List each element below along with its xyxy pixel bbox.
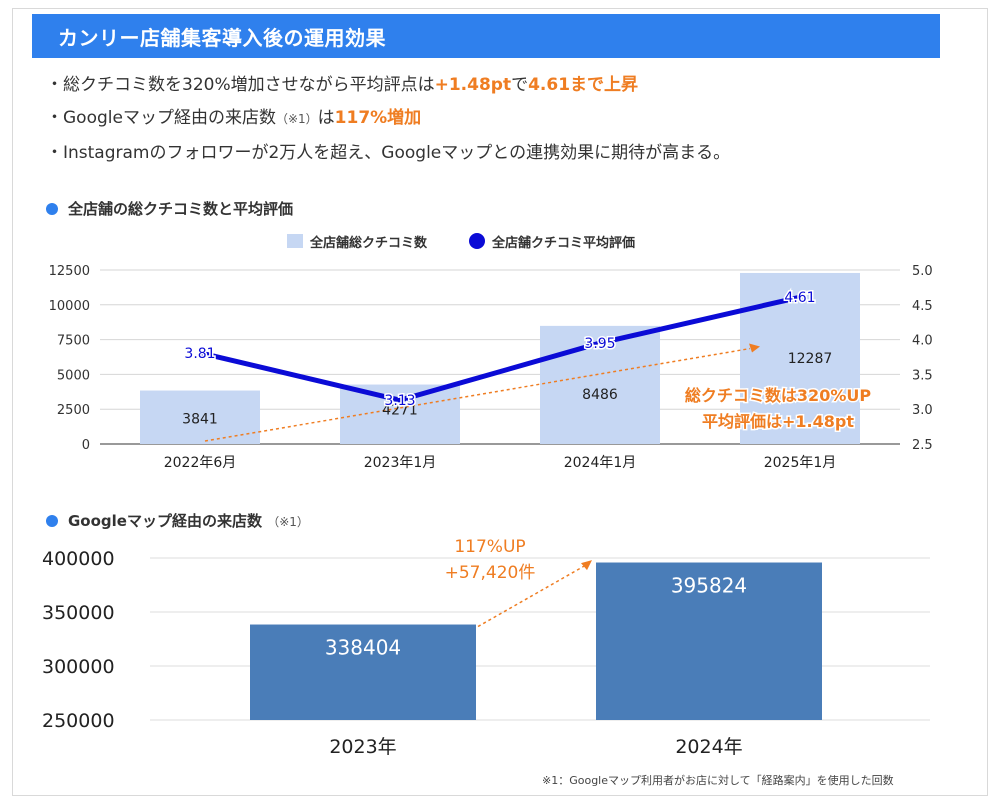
x-tick-label: 2025年1月: [764, 455, 837, 471]
bar-value-label: 395824: [671, 574, 747, 598]
bar-value-label: 4271: [382, 403, 418, 419]
annotation-text: 平均評価は+1.48pt: [702, 412, 854, 431]
bullet-2-highlight: 117%増加: [334, 108, 422, 128]
y-left-tick-label: 0: [82, 438, 90, 453]
y-right-tick-label: 4.5: [912, 299, 933, 314]
section-2-dot-icon: [46, 515, 58, 527]
line-point-label: 3.81: [184, 346, 215, 362]
line-avg-rating: [199, 294, 801, 403]
line-point-label: 3.13: [384, 393, 415, 409]
bullet-1-highlight-1: +1.48pt: [434, 75, 512, 95]
reviews-combo-chart: 全店舗総クチコミ数 全店舗クチコミ平均評価 12500 10000 7500 5000 25…: [49, 233, 933, 471]
x-tick-label: 2024年1月: [564, 455, 637, 471]
bar-value-label: 338404: [325, 636, 401, 660]
section-2-title: Googleマップ経由の来店数 （※1）: [46, 510, 309, 531]
page-title: カンリー店舗集客導入後の運用効果: [58, 26, 386, 50]
x-tick-label: 2022年6月: [164, 455, 237, 471]
annotation-text: +57,420件: [445, 563, 536, 583]
y-right-tick-label: 3.0: [912, 403, 933, 418]
bullet-1: ・総クチコミ数を320%増加させながら平均評点は+1.48ptで4.61まで上昇: [46, 70, 638, 95]
section-2-title-text: Googleマップ経由の来店数: [68, 512, 262, 530]
bullet-3-text: ・Instagramのフォロワーが2万人を超え、Googleマップとの連携効果に…: [46, 143, 731, 163]
y-left-tick-label: 12500: [49, 264, 90, 279]
y-tick-label: 250000: [42, 710, 115, 732]
section-1-title: 全店舗の総クチコミ数と平均評価: [46, 198, 293, 219]
section-1-title-text: 全店舗の総クチコミ数と平均評価: [68, 200, 294, 218]
y-right-tick-label: 4.0: [912, 334, 933, 349]
bullet-2: ・Googleマップ経由の来店数（※1）は117%増加: [46, 103, 421, 128]
x-tick-label: 2023年1月: [364, 455, 437, 471]
annotation-text: 総クチコミ数は320%UP: [685, 386, 871, 405]
bar-value-label: 8486: [582, 387, 618, 403]
legend-swatch-line: [469, 233, 485, 249]
annotation-arrowhead: [581, 560, 592, 571]
y-tick-label: 400000: [42, 548, 115, 570]
legend-label-bar: 全店舗総クチコミ数: [309, 235, 428, 251]
annotation-text: 117%UP: [454, 537, 525, 557]
header-bar: [32, 14, 940, 58]
bullet-3: ・Instagramのフォロワーが2万人を超え、Googleマップとの連携効果に…: [46, 138, 730, 163]
y-right-tick-label: 5.0: [912, 264, 933, 279]
legend-swatch-bar: [287, 234, 303, 248]
y-tick-label: 350000: [42, 602, 115, 624]
x-tick-label: 2024年: [675, 736, 742, 758]
bullet-2-text: ・Googleマップ経由の来店数: [46, 108, 276, 128]
y-right-tick-label: 2.5: [912, 438, 933, 453]
bullet-2-post: は: [317, 108, 335, 128]
section-1-dot-icon: [46, 203, 58, 215]
bar-reviews: [140, 390, 260, 444]
bullet-1-highlight-2: 4.61まで上昇: [528, 75, 639, 95]
line-point-label: 3.95: [584, 336, 615, 352]
bullet-1-text: ・総クチコミ数を320%増加させながら平均評点は: [46, 75, 435, 95]
annotation-arrow: [477, 565, 585, 628]
legend-label-line: 全店舗クチコミ平均評価: [491, 235, 635, 251]
x-tick-label: 2023年: [329, 736, 396, 758]
y-right-tick-label: 3.5: [912, 368, 933, 383]
visits-bar-chart: 400000 350000 300000 250000 338404 395824 2023…: [42, 535, 930, 758]
annotation-arrow: [204, 347, 751, 442]
bar-visits: [596, 562, 822, 720]
annotation-arrowhead: [749, 343, 760, 353]
bullet-2-note: （※1）: [275, 112, 318, 126]
bar-reviews: [740, 272, 860, 444]
footnote: ※1：Googleマップ利用者がお店に対して「経路案内」を使用した回数: [542, 774, 894, 787]
y-left-tick-label: 5000: [57, 368, 90, 383]
bar-value-label: 12287: [788, 351, 833, 367]
bar-value-label: 3841: [182, 412, 218, 428]
bar-visits: [250, 624, 476, 720]
y-left-tick-label: 10000: [49, 299, 90, 314]
y-tick-label: 300000: [42, 656, 115, 678]
bullet-1-mid: で: [511, 75, 529, 95]
y-left-tick-label: 7500: [57, 334, 90, 349]
y-left-tick-label: 2500: [57, 403, 90, 418]
line-point-label: 4.61: [784, 290, 815, 306]
section-2-note: （※1）: [267, 515, 309, 529]
